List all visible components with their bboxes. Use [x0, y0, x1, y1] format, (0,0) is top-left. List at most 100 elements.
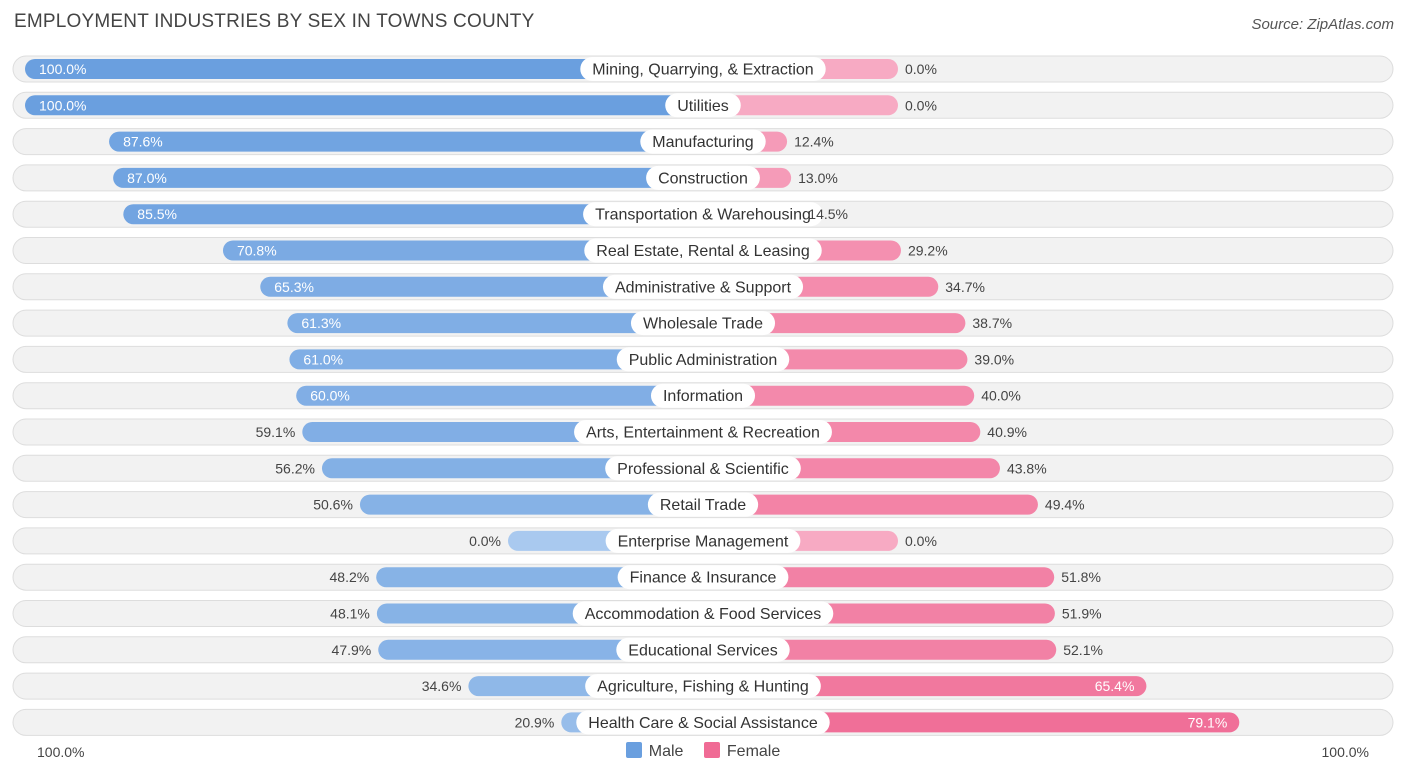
category-label: Health Care & Social Assistance	[588, 715, 818, 732]
value-label-male: 48.2%	[330, 569, 370, 585]
bar-male	[296, 385, 703, 406]
value-label-male: 100.0%	[39, 97, 86, 113]
category-label-background	[572, 601, 834, 626]
legend-label-male: Male	[648, 743, 684, 760]
value-label-female: 0.0%	[905, 533, 937, 549]
value-label-male: 70.8%	[237, 243, 277, 259]
value-label-female: 0.0%	[905, 97, 937, 113]
category-label: Accommodation & Food Services	[585, 606, 822, 623]
category-label: Professional & Scientific	[617, 461, 789, 478]
category-label-background	[585, 674, 821, 699]
category-label: Construction	[658, 170, 748, 187]
bar-male	[109, 131, 703, 152]
bar-female	[703, 567, 1055, 588]
value-label-male: 100.0%	[39, 61, 86, 77]
category-label-background	[647, 492, 759, 517]
bar-male	[289, 349, 703, 370]
value-label-female: 43.8%	[1007, 460, 1047, 476]
category-label: Information	[663, 388, 743, 405]
category-label: Public Administration	[629, 352, 778, 369]
value-label-female: 0.0%	[905, 61, 937, 77]
category-label-background	[576, 710, 830, 735]
value-label-female: 40.0%	[981, 388, 1021, 404]
category-label-background	[583, 202, 823, 227]
category-label-background	[640, 129, 766, 154]
value-label-female: 39.0%	[974, 351, 1014, 367]
category-label-background	[616, 637, 790, 662]
legend: Male Female	[0, 742, 1406, 761]
value-label-female: 52.1%	[1063, 642, 1103, 658]
bar-male	[123, 204, 703, 225]
bar-male	[113, 167, 703, 188]
category-label: Manufacturing	[652, 134, 753, 151]
bar-female	[703, 712, 1240, 733]
category-label-background	[574, 420, 832, 444]
value-label-female: 12.4%	[794, 134, 834, 150]
value-label-female: 51.9%	[1062, 606, 1102, 622]
bar-male	[222, 240, 703, 261]
chart-source: Source: ZipAtlas.com	[1251, 16, 1394, 33]
legend-item-male: Male	[625, 742, 684, 761]
category-label: Finance & Insurance	[630, 570, 777, 587]
value-label-female: 79.1%	[1188, 714, 1228, 730]
value-label-male: 65.3%	[274, 279, 314, 295]
value-label-male: 20.9%	[515, 714, 555, 730]
value-label-male: 87.6%	[123, 134, 163, 150]
bar-male	[25, 59, 703, 79]
axis-left-label: 100.0%	[37, 744, 85, 760]
value-label-male: 60.0%	[310, 388, 350, 404]
category-label-background	[646, 165, 760, 190]
category-label: Agriculture, Fishing & Hunting	[597, 679, 809, 696]
value-label-female: 13.0%	[798, 170, 838, 186]
category-label-background	[602, 274, 804, 299]
category-label-background	[580, 57, 826, 81]
legend-swatch-female	[703, 742, 720, 758]
category-label-background	[617, 565, 789, 590]
chart-canvas: Mining, Quarrying, & Extraction 100.0% 0.0…	[12, 55, 1394, 736]
legend-item-female: Female	[703, 742, 781, 761]
value-label-female: 49.4%	[1045, 497, 1085, 513]
category-label: Mining, Quarrying, & Extraction	[592, 62, 813, 79]
category-label-background	[630, 311, 776, 336]
bar-male	[25, 95, 703, 116]
category-label: Retail Trade	[660, 497, 746, 514]
value-label-male: 0.0%	[469, 533, 501, 549]
legend-label-female: Female	[726, 743, 781, 760]
legend-swatch-male	[625, 742, 642, 758]
value-label-male: 59.1%	[256, 424, 296, 440]
category-label: Administrative & Support	[615, 279, 792, 296]
value-label-female: 34.7%	[945, 279, 985, 295]
category-label: Transportation & Warehousing	[595, 207, 811, 224]
category-label-background	[605, 456, 801, 481]
category-label: Real Estate, Rental & Leasing	[596, 243, 809, 260]
bar-male	[359, 494, 703, 515]
category-label: Wholesale Trade	[643, 316, 763, 333]
bar-female	[703, 494, 1038, 515]
chart-title: EMPLOYMENT INDUSTRIES BY SEX IN TOWNS CO…	[14, 11, 535, 32]
bar-female	[703, 95, 898, 116]
value-label-male: 34.6%	[422, 678, 462, 694]
value-label-female: 29.2%	[908, 243, 948, 259]
bar-male	[260, 276, 703, 297]
category-label-background	[616, 347, 790, 372]
value-label-male: 48.1%	[330, 606, 370, 622]
category-label: Educational Services	[628, 642, 777, 659]
category-label-background	[584, 238, 822, 263]
category-label: Arts, Entertainment & Recreation	[586, 425, 820, 442]
category-label: Enterprise Management	[618, 533, 789, 550]
axis-right-label: 100.0%	[1321, 744, 1369, 760]
category-label-background	[605, 528, 801, 553]
value-label-male: 47.9%	[332, 642, 372, 658]
category-label: Utilities	[677, 98, 729, 115]
value-label-male: 61.3%	[301, 315, 341, 331]
bar-male	[287, 313, 703, 334]
value-label-male: 61.0%	[303, 351, 343, 367]
bar-female	[703, 385, 975, 406]
category-label-background	[665, 93, 741, 118]
value-label-male: 85.5%	[137, 206, 177, 222]
bar-female	[703, 639, 1057, 660]
value-label-male: 87.0%	[127, 170, 167, 186]
category-label-background	[650, 383, 756, 408]
value-label-female: 51.8%	[1061, 569, 1101, 585]
value-label-female: 14.5%	[808, 206, 848, 222]
